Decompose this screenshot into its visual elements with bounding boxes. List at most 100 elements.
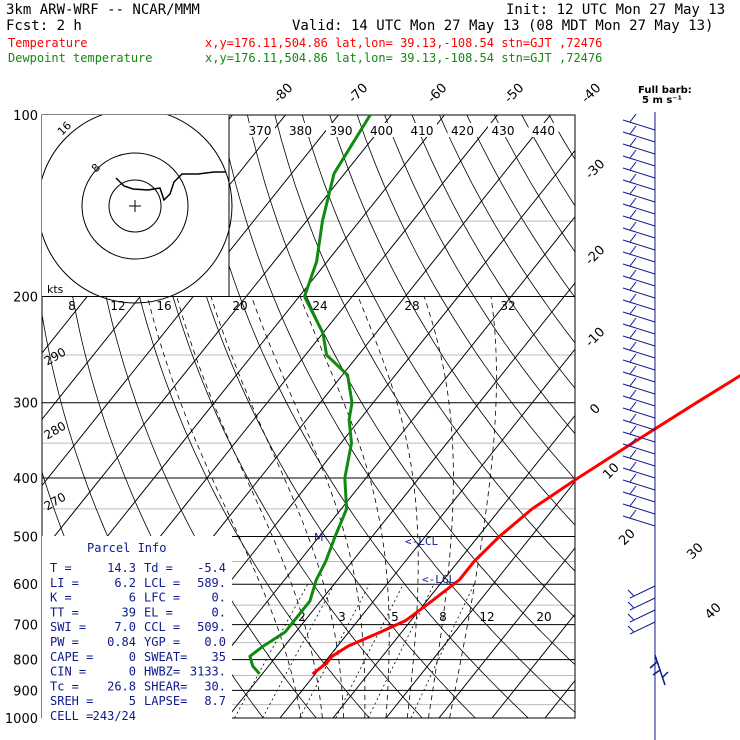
full-barb-units: 5 m s⁻¹ xyxy=(642,95,682,106)
moist-adiabat-line xyxy=(147,296,302,718)
isotherm-line xyxy=(332,414,575,718)
wind-barb xyxy=(622,437,656,455)
isotherm-label: -50 xyxy=(502,81,528,107)
parcel-info-value: 7.0 xyxy=(114,620,136,634)
isotherm-line xyxy=(226,282,575,718)
parcel-info-label: CAPE = xyxy=(50,650,93,664)
wind-barb xyxy=(627,585,656,599)
wind-barb xyxy=(622,209,656,227)
model-title: 3km ARW-WRF -- NCAR/MMM xyxy=(6,2,200,18)
temperature-profile xyxy=(311,374,740,676)
wind-barb xyxy=(622,377,656,395)
parcel-info-value: 6.2 xyxy=(114,576,136,590)
parcel-info-label: CIN = xyxy=(50,665,86,679)
wind-barb xyxy=(622,497,656,515)
pressure-tick-label: 600 xyxy=(13,578,38,593)
theta-label: 370 xyxy=(249,124,272,138)
wind-barb xyxy=(622,125,656,143)
parcel-info-label: SWI = xyxy=(50,620,86,634)
wind-barb xyxy=(622,149,656,167)
wind-barbs xyxy=(622,112,669,740)
wind-barb xyxy=(622,257,656,275)
isotherm-label: -30 xyxy=(583,157,609,183)
wind-barb xyxy=(622,137,656,155)
hodograph-trace xyxy=(115,171,226,202)
parcel-info-value: 0.0 xyxy=(204,635,226,649)
pressure-tick-label: 800 xyxy=(13,654,38,669)
pressure-tick-label: 500 xyxy=(13,530,38,545)
parcel-info-label: LFC = xyxy=(144,591,180,605)
parcel-info-value: 30. xyxy=(204,679,226,693)
moist-adiabat-line xyxy=(210,296,344,718)
mixing-ratio-line xyxy=(335,584,404,718)
wind-barb xyxy=(622,473,656,491)
dry-adiabat-line xyxy=(356,115,575,480)
pressure-tick-label: 200 xyxy=(13,291,38,306)
dewpoint-profile xyxy=(248,114,372,675)
mixing-ratio-line xyxy=(367,584,435,718)
parcel-info-value: 0. xyxy=(212,591,226,605)
parcel-info-value: 0 xyxy=(129,665,136,679)
dry-adiabat-line xyxy=(439,115,575,344)
dry-adiabat-line xyxy=(274,115,575,619)
isotherm-line xyxy=(173,215,575,718)
theta-label: 440 xyxy=(532,124,555,138)
theta-label: 430 xyxy=(492,124,515,138)
mixing-ratio-line xyxy=(299,584,370,718)
theta-label: 420 xyxy=(451,124,474,138)
wind-barb xyxy=(622,305,656,323)
parcel-info-label: Tc = xyxy=(50,679,79,693)
isotherm-label: -70 xyxy=(346,81,372,107)
wind-barb xyxy=(622,197,656,215)
wind-barb xyxy=(622,353,656,371)
dry-adiabat-line xyxy=(329,115,575,526)
wind-barb xyxy=(622,401,656,419)
parcel-info-label: Td = xyxy=(144,561,173,575)
parcel-info-label: YGP = xyxy=(144,635,180,649)
parcel-info-label: SHEAR= xyxy=(144,679,187,693)
dry-adiabat-line xyxy=(466,115,575,299)
dry-adiabat-line xyxy=(301,115,575,572)
pressure-tick-label: 900 xyxy=(13,684,38,699)
lcl-marker: <-LCL xyxy=(422,573,455,586)
pressure-tick-label: 1000 xyxy=(5,712,38,727)
mixing-ratio-label: 12 xyxy=(479,610,494,624)
wind-barb xyxy=(622,389,656,407)
isotherm-label: 30 xyxy=(684,540,706,562)
hodograph-ring-label: 32 xyxy=(500,299,515,313)
parcel-info-label: PW = xyxy=(50,635,79,649)
theta-label: 380 xyxy=(289,124,312,138)
wind-barb xyxy=(622,113,656,131)
wind-barb xyxy=(622,461,656,479)
mixing-ratio-label: 2 xyxy=(298,610,306,624)
wind-barb xyxy=(622,365,656,383)
parcel-info-value: 509. xyxy=(197,620,226,634)
temperature-legend-location: x,y=176.11,504.86 lat,lon= 39.13,-108.54… xyxy=(205,36,602,50)
parcel-info-label: SREH = xyxy=(50,694,93,708)
hodograph-ring-label: 16 xyxy=(156,299,171,313)
wind-barb xyxy=(627,621,656,635)
theta-label: 410 xyxy=(411,124,434,138)
dry-adiabat-line xyxy=(164,115,476,718)
wind-barb xyxy=(627,597,656,611)
parcel-info-panel: Parcel Info T = 14.3 Td = -5.4 LI = 6.2 LCL = 5… xyxy=(42,536,232,726)
hodograph-ring-label: 28 xyxy=(404,299,419,313)
moist-adiabat-line xyxy=(299,296,390,718)
wind-barb xyxy=(622,317,656,335)
parcel-info-value: 0 xyxy=(129,650,136,664)
theta-label: 270 xyxy=(42,490,69,514)
dry-adiabat-line xyxy=(192,115,529,718)
wind-barb xyxy=(622,329,656,347)
wind-barb xyxy=(622,245,656,263)
wind-barb xyxy=(622,233,656,251)
wind-barb xyxy=(649,654,669,686)
hodograph-ring-label: 20 xyxy=(232,299,247,313)
wind-barb xyxy=(622,269,656,287)
theta-label: 280 xyxy=(42,419,69,443)
hodograph-units: kts xyxy=(47,283,64,296)
plot-frame xyxy=(41,114,576,719)
theta-label: 390 xyxy=(330,124,353,138)
moist-adiabat-line xyxy=(357,296,419,718)
parcel-info-label: CELL = xyxy=(50,709,93,723)
